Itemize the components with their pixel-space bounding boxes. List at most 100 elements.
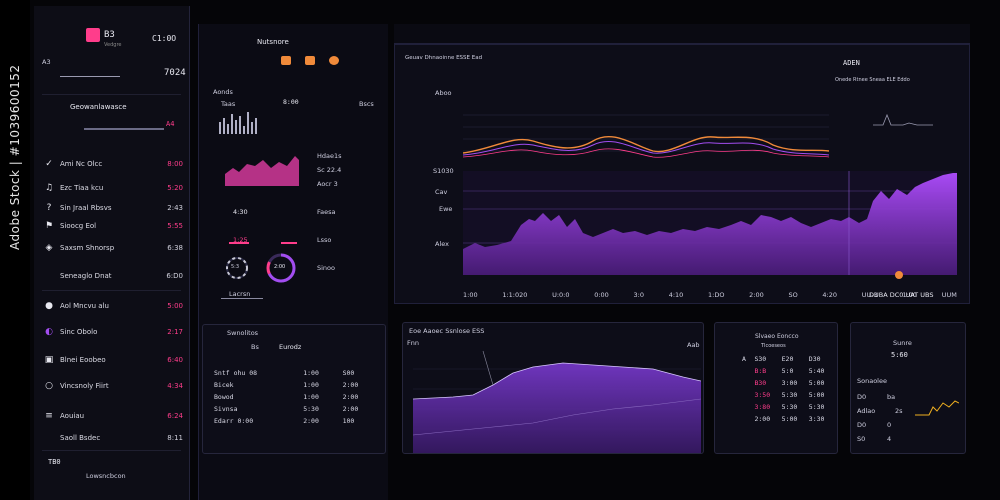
table-row[interactable]: Edarr 0:00 2:00 100 xyxy=(211,415,379,427)
section-title: Geowanlawasce xyxy=(70,103,127,111)
list-item[interactable]: Seneaglo Dnat 6:D0 xyxy=(42,270,183,282)
list-item[interactable]: ▣ Blnei Eoobeo 6:40 xyxy=(42,354,183,366)
list-item[interactable]: Saoll Bsdec 8:11 xyxy=(42,432,183,444)
center-title: Nutsnore xyxy=(257,38,289,46)
list-item[interactable]: ◈ Saxsm Shnorsp 6:38 xyxy=(42,242,183,254)
footer-bar xyxy=(221,298,263,299)
list-item[interactable]: ♫ Ezc Tiaa kcu 5:20 xyxy=(42,182,183,194)
mini-area-chart xyxy=(225,146,299,186)
y-label: Ewe xyxy=(439,205,453,213)
logo-icon[interactable] xyxy=(86,28,100,42)
table-row[interactable]: Bicek 1:00 2:00 xyxy=(211,379,379,391)
filter-slider[interactable] xyxy=(84,128,164,130)
logo-text: B3 xyxy=(104,30,115,40)
label-taas: Taas xyxy=(221,100,236,108)
y-label: Cav xyxy=(435,188,448,196)
main-header-right[interactable]: ADEN xyxy=(843,59,860,67)
stat-a: 4:30 xyxy=(233,208,248,216)
list-item-value: 6:40 xyxy=(167,356,183,364)
br-list-b: ba xyxy=(887,393,896,401)
circle-icon: ○ xyxy=(45,381,53,391)
center-list-4: Lsso xyxy=(317,236,332,244)
cell: 1:00 xyxy=(303,381,319,389)
list-item[interactable]: ⚑ Sioocg Eol 5:55 xyxy=(42,220,183,232)
list-item-value: 8:11 xyxy=(167,434,183,442)
table-row[interactable]: Sntf ohu 08 1:00 S00 xyxy=(211,367,379,379)
stat-value: 8:00 xyxy=(283,98,299,106)
panel-label: Aboo xyxy=(435,89,452,97)
br-list-b: 4 xyxy=(887,435,892,443)
list-item-label: Saoll Bsdec xyxy=(60,434,101,442)
table-row[interactable]: B30 3:00 5:00 xyxy=(739,377,833,389)
ring-left-value: 5:3 xyxy=(231,264,240,270)
cell: B:B xyxy=(754,367,767,375)
list-item-label: Saxsm Shnorsp xyxy=(60,244,115,252)
menu-icon: ≡ xyxy=(45,411,53,421)
x-tick: UUM xyxy=(941,291,957,299)
list-item[interactable]: ○ Vincsnoly Fiirt 4:34 xyxy=(42,380,183,392)
table-row[interactable]: Sivnsa 5:30 2:00 xyxy=(211,403,379,415)
list-item-value: 6:24 xyxy=(167,412,183,420)
bottom-right-label: Sonaolee xyxy=(857,377,887,385)
center-footer: Lacrsn xyxy=(229,290,251,298)
cell: Bicek xyxy=(214,381,234,389)
list-item-value: 5:00 xyxy=(167,302,183,310)
divider xyxy=(42,290,181,291)
home-icon[interactable] xyxy=(281,56,291,65)
table-subtitle: Eurodz xyxy=(279,343,302,351)
br-list-a: D0 xyxy=(857,421,867,429)
center-list-0: Hdae1s xyxy=(317,152,342,160)
slider-knob[interactable] xyxy=(895,271,903,279)
header-value: C1:0O xyxy=(152,34,177,43)
bell-icon[interactable] xyxy=(329,56,339,65)
bottom-chart-legend: Fnn xyxy=(407,339,419,347)
br-list-a: S0 xyxy=(857,435,866,443)
stat-b: 1:25 xyxy=(233,236,248,244)
list-item[interactable]: ? Sin Jraal Rbsvs 2:43 xyxy=(42,202,183,214)
list-item-value: 6:38 xyxy=(167,244,183,252)
list-item-label: Aol Mncvu alu xyxy=(60,302,109,310)
bar-sparkline xyxy=(219,112,257,134)
list-item[interactable]: ✓ Ami Nc Olcc 8:00 xyxy=(42,158,183,170)
cell: 5:40 xyxy=(808,367,825,375)
list-item[interactable]: ◐ Sinc Obolo 2:17 xyxy=(42,326,183,338)
table-row[interactable]: Bowod 1:00 2:00 xyxy=(211,391,379,403)
x-tick: U:0:0 xyxy=(552,291,570,299)
bottom-right-value: 5:60 xyxy=(891,351,908,359)
stats-table: A S30 E20 D30 B:B 5:0 5:40 B30 3:00 5:00 3:50 5:… xyxy=(739,353,833,425)
x-tick: 1:00 xyxy=(902,291,918,299)
table-row[interactable]: B:B 5:0 5:40 xyxy=(739,365,833,377)
list-item-label: Sin Jraal Rbsvs xyxy=(60,204,112,212)
big-value: 7024 xyxy=(164,68,186,78)
center-list-5: Sinoo xyxy=(317,264,336,272)
main-footer-right: DUBA DC0 UAT UBS xyxy=(869,291,934,299)
table-row[interactable]: 2:00 5:00 3:30 xyxy=(739,413,833,425)
table-row[interactable]: 3:50 5:30 5:00 xyxy=(739,389,833,401)
cell: 5:00 xyxy=(808,379,825,387)
center-list-2: Aocr 3 xyxy=(317,180,338,188)
cell: 1:00 xyxy=(303,393,319,401)
bottom-stats-table-panel: Slvaeo Eoncco Tlcoeseos A S30 E20 D30 B:B 5:… xyxy=(714,322,838,454)
diamond-icon: ◈ xyxy=(45,243,53,253)
x-tick: 1:1:020 xyxy=(502,291,528,299)
list-item[interactable]: ● Aol Mncvu alu 5:00 xyxy=(42,300,183,312)
header-sparkline xyxy=(60,76,120,77)
mail-icon[interactable] xyxy=(305,56,315,65)
table-row[interactable]: 3:80 5:30 5:30 xyxy=(739,401,833,413)
field-label: A3 xyxy=(42,58,51,66)
bottom-chart-panel: Eoe Aaoec Ssnlose ESS Fnn Aab xyxy=(402,322,704,454)
list-item[interactable]: ≡ Aouiau 6:24 xyxy=(42,410,183,422)
cell: 5:30 xyxy=(303,405,319,413)
br-list-a: Adlao xyxy=(857,407,876,415)
bottom-left-table-panel: Swnolitos Bs Eurodz Sntf ohu 08 1:00 S00 B… xyxy=(202,324,386,454)
cell: 2:00 xyxy=(754,415,771,423)
filter-value[interactable]: A4 xyxy=(166,120,175,128)
side-strip xyxy=(0,0,30,500)
ring-right-value: 2:00 xyxy=(274,264,286,270)
x-tick: 4:10 xyxy=(668,291,684,299)
header-cell: E20 xyxy=(781,355,794,363)
list-item-label: Sioocg Eol xyxy=(60,222,97,230)
logo-subtitle: Vedgre xyxy=(104,42,122,48)
cell: B30 xyxy=(754,379,767,387)
cell: Sivnsa xyxy=(214,405,238,413)
